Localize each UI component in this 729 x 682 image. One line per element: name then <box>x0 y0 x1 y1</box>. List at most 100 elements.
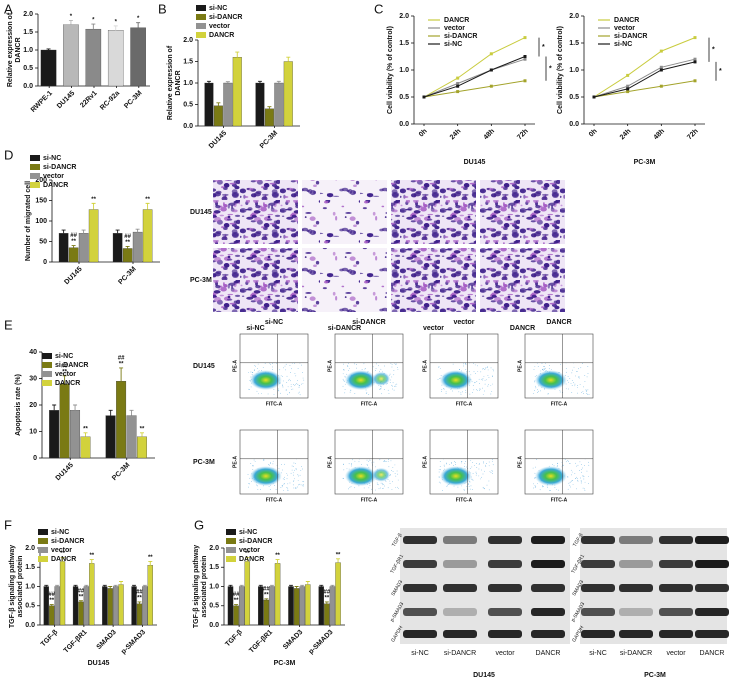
flow-dot <box>279 369 281 371</box>
flow-dot <box>568 388 569 390</box>
blot-band <box>581 608 615 616</box>
blot-band <box>619 630 653 638</box>
row-label: DU145 <box>193 363 215 370</box>
bar <box>136 603 143 626</box>
flow-dot <box>287 474 288 476</box>
legend-swatch <box>226 547 236 553</box>
bar <box>244 561 251 626</box>
flow-dot <box>369 460 371 461</box>
flow-dot <box>571 479 573 481</box>
bar <box>126 415 137 459</box>
flow-dot <box>586 390 587 391</box>
flow-dot <box>575 478 577 479</box>
flow-dot <box>465 391 467 393</box>
flow-dot <box>342 477 344 479</box>
significance-label: ** <box>79 594 84 600</box>
flow-dot <box>295 384 296 385</box>
significance-label: ** <box>234 598 239 604</box>
flow-dot <box>287 489 288 491</box>
flow-dot <box>291 368 292 370</box>
flow-dot <box>250 463 252 464</box>
significance-label: * <box>115 19 118 25</box>
flow-dot <box>391 489 393 490</box>
blot-band <box>695 536 729 544</box>
flow-dot <box>368 460 369 462</box>
flow-dot <box>463 466 465 467</box>
flow-dot <box>483 488 485 489</box>
flow-dot <box>438 477 440 478</box>
flow-dot <box>389 373 391 375</box>
lane-label: DANCR <box>700 650 725 657</box>
line <box>593 80 696 98</box>
flow-dot <box>344 376 346 378</box>
flow-dot <box>473 362 474 364</box>
bar <box>142 209 153 263</box>
flow-dot <box>379 459 381 461</box>
bar <box>324 603 330 626</box>
flow-dot <box>290 386 292 388</box>
cell-line-label: PC-3M <box>644 672 666 679</box>
flow-dot <box>284 476 285 478</box>
flow-dot <box>251 480 252 482</box>
flow-dot <box>344 380 346 382</box>
marker <box>626 84 630 88</box>
flow-dot <box>584 490 586 491</box>
flow-dot <box>454 462 456 463</box>
flow-dot <box>348 363 349 364</box>
flow-dot <box>484 390 486 392</box>
flow-dot <box>352 459 354 461</box>
flow-dot <box>361 369 363 370</box>
flow-dot <box>539 489 541 491</box>
flow-dot <box>397 479 399 481</box>
flow-dot <box>385 460 387 462</box>
flow-dot <box>587 393 588 395</box>
marker <box>489 84 493 88</box>
flow-dot <box>261 393 262 394</box>
flow-dot <box>252 372 253 373</box>
x-tick-label: TGF-β <box>224 628 244 648</box>
error-bar <box>336 558 341 563</box>
flow-population <box>534 370 567 391</box>
legend-swatch <box>226 538 236 544</box>
error-bar <box>206 80 211 83</box>
flow-dot <box>584 381 586 383</box>
y-tick-label: 30 <box>29 375 37 382</box>
significance-label: ** <box>336 552 341 558</box>
flow-dot <box>354 460 356 462</box>
flow-dot <box>391 481 393 483</box>
flow-dot <box>473 389 475 391</box>
flow-dot <box>437 379 439 380</box>
y-tick-label: 0.5 <box>399 94 409 101</box>
blot-band <box>619 536 653 544</box>
flow-dot <box>289 392 290 394</box>
legend-swatch <box>42 380 52 386</box>
flow-dot <box>576 476 577 478</box>
flow-dot <box>281 469 283 471</box>
legend-label: vector <box>614 25 635 32</box>
panel-letter: B <box>158 1 167 16</box>
flow-dot <box>298 387 300 388</box>
significance-label: ** <box>145 197 150 203</box>
bar <box>232 57 242 127</box>
flow-dot <box>388 466 390 468</box>
flow-dot <box>461 462 462 464</box>
flow-dot <box>586 391 587 392</box>
flow-dot <box>257 489 259 490</box>
flow-dot <box>298 475 299 477</box>
x-tick-label: DU145 <box>55 462 75 482</box>
significance-label: ## <box>233 592 240 598</box>
flow-dot <box>445 393 447 394</box>
flow-dot <box>389 374 391 376</box>
legend-label: si-DANCR <box>51 538 84 545</box>
flow-dot <box>568 482 570 484</box>
flow-x-label: FITC-A <box>551 497 568 503</box>
flow-dot <box>542 485 543 487</box>
flow-dot <box>580 481 582 483</box>
flow-dot <box>557 464 558 466</box>
lane-label: si-NC <box>411 650 429 657</box>
flow-dot <box>343 469 345 471</box>
blot-band <box>695 560 729 568</box>
flow-dot <box>487 369 489 371</box>
y-tick-label: 10 <box>29 428 37 435</box>
